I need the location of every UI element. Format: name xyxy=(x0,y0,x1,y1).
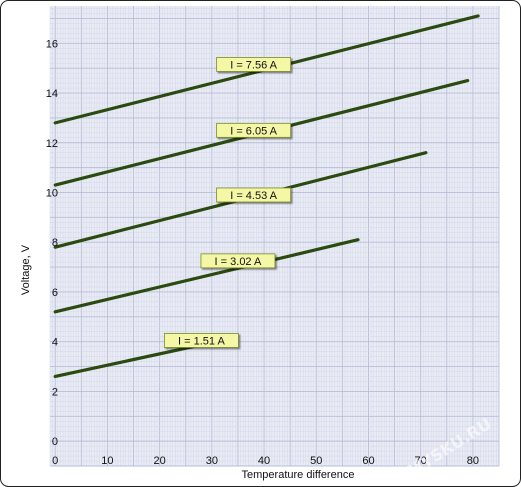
series-label-4: I = 6.05 A xyxy=(216,122,292,138)
y-axis-label: Voltage, V xyxy=(20,244,32,295)
series-label-text: I = 7.56 A xyxy=(230,59,277,71)
x-tick-label: 20 xyxy=(154,455,166,467)
x-tick-label: 40 xyxy=(258,455,270,467)
y-tick-label: 4 xyxy=(52,337,58,349)
y-tick-label: 8 xyxy=(52,237,58,249)
series-label-box xyxy=(216,187,292,203)
x-tick-label: 60 xyxy=(362,455,374,467)
x-tick-label: 50 xyxy=(310,455,322,467)
series-labels: I = 1.51 A I = 3.02 A I = 4.53 A I = 6.05 A… xyxy=(164,57,292,348)
series-label-box xyxy=(216,122,292,138)
grid xyxy=(49,6,500,467)
series-label-text: I = 3.02 A xyxy=(215,256,262,268)
y-tick-label: 12 xyxy=(46,138,58,150)
series-label-text: I = 1.51 A xyxy=(178,335,225,347)
y-tick-label: 2 xyxy=(52,386,58,398)
series-label-box xyxy=(216,57,292,72)
series-line-2 xyxy=(53,238,360,314)
x-axis-label: Temperature difference xyxy=(242,469,355,481)
series-label-text: I = 4.53 A xyxy=(230,190,277,202)
y-tick-label: 0 xyxy=(52,436,58,448)
x-tick-label: 80 xyxy=(467,455,479,467)
series-label-5: I = 7.56 A xyxy=(216,57,292,72)
series-label-text: I = 6.05 A xyxy=(230,125,277,137)
y-axis-ticks: 0 2 4 6 8 10 12 14 16 xyxy=(46,38,58,448)
series-label-box xyxy=(200,253,276,269)
x-tick-label: 10 xyxy=(101,455,113,467)
y-tick-label: 6 xyxy=(52,287,58,299)
x-tick-label: 30 xyxy=(206,455,218,467)
series-label-2: I = 3.02 A xyxy=(200,253,276,269)
series-label-3: I = 4.53 A xyxy=(216,187,292,203)
y-tick-label: 14 xyxy=(46,88,58,100)
x-tick-label: 0 xyxy=(52,455,58,467)
y-tick-label: 10 xyxy=(46,187,58,199)
x-axis-ticks: 0 10 20 30 40 50 60 70 80 xyxy=(52,455,479,467)
x-tick-label: 70 xyxy=(415,455,427,467)
y-tick-label: 16 xyxy=(46,38,58,50)
series-label-1: I = 1.51 A xyxy=(164,333,239,348)
series-label-box xyxy=(164,333,239,348)
